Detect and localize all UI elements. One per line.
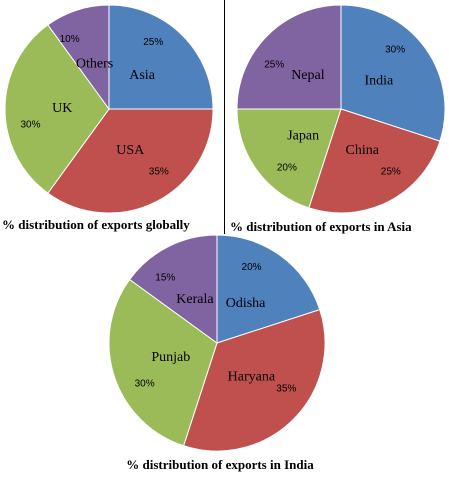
slice-percent: 15%	[155, 273, 175, 284]
pie-slice	[236, 108, 342, 209]
slice-percent: 20%	[277, 163, 297, 174]
slice-percent: 25%	[143, 37, 163, 48]
slice-percent: 30%	[385, 45, 405, 56]
slice-name: Nepal	[291, 68, 325, 83]
slice-name: India	[364, 74, 394, 89]
slice-name: Haryana	[228, 370, 276, 385]
pie-slice	[182, 308, 326, 452]
slice-percent: 25%	[381, 166, 401, 177]
slice-percent: 35%	[276, 384, 296, 395]
pie-slice	[108, 278, 218, 447]
slice-name: Odisha	[226, 296, 266, 311]
pie-slice	[108, 4, 214, 110]
slice-name: China	[346, 143, 380, 158]
slice-percent: 30%	[21, 120, 41, 131]
pie-slice	[216, 234, 321, 344]
pie-slice	[308, 108, 441, 214]
slice-percent: 25%	[264, 59, 284, 70]
pie-slice	[128, 234, 218, 344]
slice-percent: 10%	[60, 34, 80, 45]
pie-slice	[236, 4, 342, 110]
slice-name: UK	[52, 101, 72, 116]
chart-title: % distribution of exports in India	[126, 457, 314, 472]
slice-percent: 35%	[149, 166, 169, 177]
pie-slice	[47, 4, 110, 111]
slice-name: Asia	[129, 68, 155, 83]
chart-title: % distribution of exports globally	[2, 217, 190, 232]
slice-name: Others	[76, 57, 113, 72]
slice-percent: 20%	[242, 262, 262, 273]
slice-name: Punjab	[151, 350, 190, 365]
pie-slice	[47, 108, 214, 214]
slice-name: USA	[116, 143, 145, 158]
chart-title: % distribution of exports in Asia	[230, 219, 412, 234]
pie-slice	[4, 24, 110, 194]
slice-name: Japan	[287, 129, 319, 144]
pie-slice	[340, 4, 446, 142]
slice-name: Kerala	[176, 292, 214, 307]
slice-percent: 30%	[135, 379, 155, 390]
